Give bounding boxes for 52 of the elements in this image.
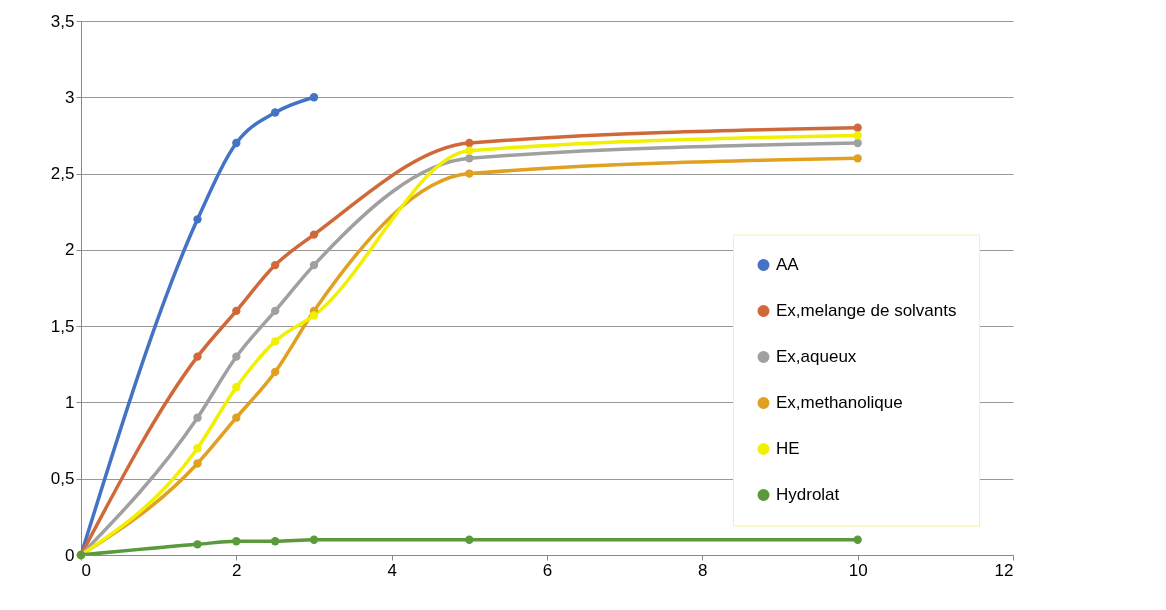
x-tick-label: 4 — [387, 560, 397, 580]
point — [232, 413, 241, 422]
point — [309, 93, 319, 102]
legend-label: Hydrolat — [776, 485, 840, 505]
point — [465, 169, 474, 178]
point — [465, 535, 474, 544]
point — [853, 131, 862, 140]
y-tick-label: 3 — [65, 87, 75, 107]
legend-label: HE — [776, 439, 800, 459]
y-tick-label: 0,5 — [50, 469, 75, 489]
x-tick-label: 6 — [542, 560, 553, 580]
point — [465, 146, 474, 155]
y-tick-label: 3,5 — [50, 11, 75, 31]
point — [232, 306, 241, 316]
point — [270, 337, 280, 346]
point — [309, 311, 319, 320]
point — [193, 413, 202, 422]
x-tick-label: 10 — [848, 560, 868, 580]
point — [853, 154, 862, 163]
y-tick-label: 1 — [65, 392, 75, 412]
x-tick-label: 8 — [698, 560, 708, 580]
point — [232, 537, 241, 546]
point — [232, 352, 241, 361]
point — [853, 138, 862, 148]
point — [193, 215, 202, 224]
y-tick-label: 0 — [65, 545, 75, 565]
point — [193, 444, 202, 453]
point — [309, 535, 319, 544]
point — [232, 383, 241, 392]
point — [309, 260, 319, 270]
point — [309, 230, 319, 239]
point — [193, 540, 202, 549]
y-tick-label: 2 — [65, 240, 75, 260]
point — [270, 306, 280, 316]
point — [270, 108, 280, 117]
point — [193, 459, 202, 468]
legend-label: Ex,melange de solvants — [776, 301, 957, 321]
x-tick-label: 12 — [994, 560, 1014, 580]
point — [270, 537, 280, 546]
x-tick-label: 0 — [81, 560, 91, 580]
point — [270, 367, 280, 377]
point — [465, 138, 474, 148]
point — [270, 260, 280, 270]
point — [193, 352, 202, 361]
point — [853, 535, 862, 544]
y-tick-label: 1,5 — [50, 316, 75, 336]
x-tick-label: 2 — [232, 560, 242, 580]
legend-label: AA — [776, 255, 800, 275]
legend-label: Ex,methanolique — [776, 393, 903, 413]
y-tick-label: 2,5 — [50, 164, 75, 184]
legend-label: Ex,aqueux — [776, 347, 857, 367]
point — [232, 138, 241, 148]
